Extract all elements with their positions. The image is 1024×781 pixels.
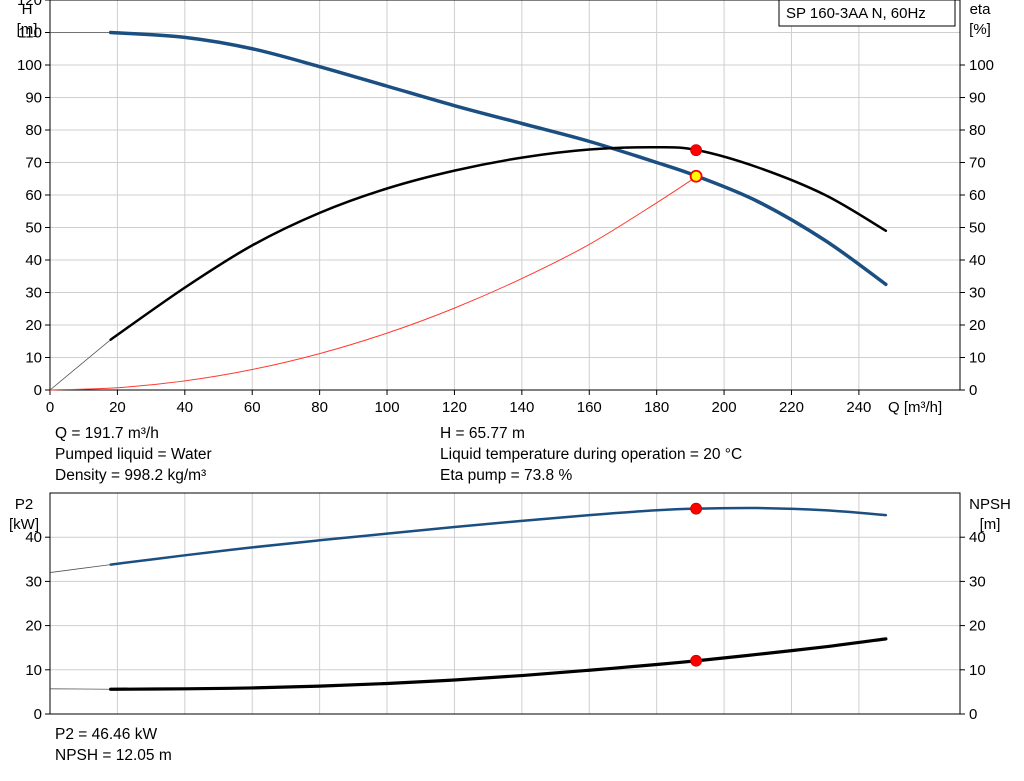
x-tick-label: 60 (244, 399, 261, 416)
y-tick-label: 50 (25, 220, 42, 237)
bottom-info: P2 = 46.46 kW NPSH = 12.05 m (55, 724, 172, 766)
x-tick-label: 220 (779, 399, 804, 416)
y2-axis-label: [%] (969, 21, 991, 38)
y2-tick-label: 90 (969, 90, 986, 107)
y-tick-label: 90 (25, 90, 42, 107)
series-eta-extension (49, 339, 111, 391)
info-p2: P2 = 46.46 kW (55, 726, 158, 743)
y2-tick-label: 30 (969, 285, 986, 302)
info-head: H = 65.77 m (440, 425, 525, 442)
y2-tick-label: 40 (969, 252, 986, 269)
y2-tick-label: 10 (969, 662, 986, 679)
info-density: Density = 998.2 kg/m³ (55, 467, 207, 484)
y2-tick-label: 100 (969, 57, 994, 74)
series-system-curve (49, 175, 698, 391)
y2-tick-label: 20 (969, 317, 986, 334)
info-temperature: Liquid temperature during operation = 20… (440, 446, 743, 463)
series-p2-extension (49, 564, 111, 573)
y2-tick-label: 20 (969, 618, 986, 635)
x-tick-label: 20 (109, 399, 126, 416)
y2-tick-label: 50 (969, 220, 986, 237)
x-tick-label: 80 (311, 399, 328, 416)
y-tick-label: 0 (34, 382, 42, 399)
y2-tick-label: 60 (969, 187, 986, 204)
title-frame (778, 0, 956, 27)
x-tick-label: 240 (846, 399, 871, 416)
y-tick-label: 40 (25, 252, 42, 269)
plot-frame (49, 492, 961, 715)
x-tick-label: 140 (509, 399, 534, 416)
y-axis-label: H (22, 1, 33, 18)
y-tick-label: 20 (25, 618, 42, 635)
y2-tick-label: 80 (969, 122, 986, 139)
y2-tick-label: 10 (969, 350, 986, 367)
y-tick-label: 80 (25, 122, 42, 139)
y-axis-label: [m] (17, 21, 38, 38)
title-box: SP 160-3AA N, 60Hz (778, 0, 956, 27)
y2-tick-label: 70 (969, 155, 986, 172)
y-tick-label: 40 (25, 529, 42, 546)
y2-axis-label: eta (970, 1, 992, 18)
y-tick-label: 10 (25, 662, 42, 679)
top-info-right: H = 65.77 m Liquid temperature during op… (440, 423, 742, 486)
x-axis-label: Q [m³/h] (888, 399, 942, 416)
x-tick-label: 40 (176, 399, 193, 416)
y2-tick-label: 30 (969, 573, 986, 590)
duty-point-marker (689, 169, 703, 183)
x-tick-label: 180 (644, 399, 669, 416)
series-p2-curve (109, 506, 888, 566)
series-npsh-curve (109, 637, 888, 691)
y-tick-label: 60 (25, 187, 42, 204)
operating-point-marker (690, 144, 702, 157)
y2-axis-label: NPSH (969, 496, 1011, 513)
y-tick-label: 0 (34, 706, 42, 723)
y2-tick-label: 40 (969, 529, 986, 546)
y-tick-label: 70 (25, 155, 42, 172)
y-tick-label: 10 (25, 350, 42, 367)
series-eta-curve (109, 145, 888, 341)
x-tick-label: 200 (712, 399, 737, 416)
top-info-left: Q = 191.7 m³/h Pumped liquid = Water Den… (55, 423, 212, 486)
operating-point-marker (690, 502, 702, 515)
y-tick-label: 20 (25, 317, 42, 334)
info-npsh: NPSH = 12.05 m (55, 747, 172, 764)
operating-point-marker (690, 654, 702, 667)
y2-tick-label: 0 (969, 382, 977, 399)
info-liquid: Pumped liquid = Water (55, 446, 212, 463)
chart-title: SP 160-3AA N, 60Hz (786, 5, 926, 22)
y-axis-label: P2 (15, 496, 33, 513)
y-tick-label: 120 (17, 0, 42, 9)
series-head-curve (108, 30, 888, 287)
y-tick-label: 30 (25, 573, 42, 590)
x-tick-label: 0 (46, 399, 54, 416)
y-tick-label: 30 (25, 285, 42, 302)
y2-axis-label: [m] (980, 516, 1001, 533)
info-eta: Eta pump = 73.8 % (440, 467, 573, 484)
x-tick-label: 100 (375, 399, 400, 416)
y-tick-label: 110 (18, 25, 42, 42)
y2-tick-label: 0 (969, 706, 977, 723)
y-tick-label: 100 (17, 57, 42, 74)
x-tick-label: 160 (577, 399, 602, 416)
info-flow: Q = 191.7 m³/h (55, 425, 159, 442)
x-tick-label: 120 (442, 399, 467, 416)
y-axis-label: [kW] (9, 516, 39, 533)
